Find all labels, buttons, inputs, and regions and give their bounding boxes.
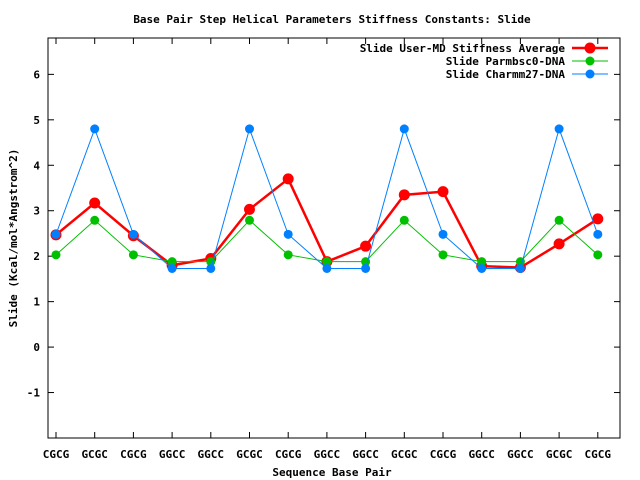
data-point: [592, 213, 604, 225]
data-point: [438, 250, 448, 260]
y-tick-label: 4: [33, 159, 40, 172]
data-point: [437, 186, 449, 198]
x-tick-label: GCGC: [391, 448, 418, 461]
data-point: [399, 124, 409, 134]
data-point: [361, 263, 371, 273]
legend-label: Slide Parmbsc0-DNA: [446, 55, 566, 68]
x-tick-label: GGCC: [507, 448, 534, 461]
data-point: [128, 250, 138, 260]
series-line: [55, 127, 599, 269]
data-point: [90, 124, 100, 134]
x-tick-label: GGCC: [159, 448, 186, 461]
y-tick-label: 6: [33, 68, 40, 81]
data-point: [554, 124, 564, 134]
data-point: [167, 257, 177, 267]
legend-marker: [585, 69, 595, 79]
y-axis-ticks: -1 0 1 2 3 4 5 6: [27, 68, 620, 400]
series-3: [51, 124, 603, 273]
data-point: [554, 215, 564, 225]
data-point: [593, 229, 603, 239]
series-2: [51, 215, 603, 267]
data-point: [206, 263, 216, 273]
legend-marker: [585, 56, 595, 66]
x-tick-label: CGCG: [275, 448, 302, 461]
x-tick-label: GCGC: [546, 448, 573, 461]
data-point: [515, 263, 525, 273]
data-point: [399, 215, 409, 225]
data-point: [477, 263, 487, 273]
data-point: [89, 197, 101, 209]
x-tick-label: GGCC: [352, 448, 379, 461]
chart-title: Base Pair Step Helical Parameters Stiffn…: [133, 13, 531, 26]
x-axis-label: Sequence Base Pair: [272, 466, 392, 479]
x-tick-label: CGCG: [120, 448, 147, 461]
data-point: [593, 250, 603, 260]
data-point: [244, 203, 255, 215]
data-point: [553, 238, 565, 250]
x-tick-label: CGCG: [43, 448, 70, 461]
y-axis-label: Slide (Kcal/mol*Angstrom^2): [7, 149, 20, 328]
data-point: [167, 263, 177, 273]
data-point: [360, 240, 372, 252]
x-tick-label: CGCG: [585, 448, 612, 461]
data-point: [245, 124, 254, 134]
data-point: [438, 229, 448, 239]
y-tick-label: 0: [33, 341, 40, 354]
data-point: [322, 263, 332, 273]
legend-marker: [584, 42, 596, 54]
y-tick-label: 3: [33, 205, 40, 218]
data-point: [322, 257, 332, 267]
data-point: [51, 229, 61, 239]
data-point: [90, 215, 100, 225]
data-point: [245, 215, 254, 225]
legend-label: Slide Charmm27-DNA: [446, 68, 566, 81]
plot-frame: [47, 37, 621, 439]
x-axis-ticks: CGCG GCGC CGCG GGCC GGCC GCGC CGCG GGCC GGCC GCGC…: [43, 38, 612, 461]
data-point: [398, 189, 410, 201]
data-point: [283, 250, 293, 260]
x-tick-label: GGCC: [468, 448, 495, 461]
y-tick-label: -1: [27, 387, 41, 400]
data-point: [477, 257, 487, 267]
data-point: [282, 173, 294, 185]
x-tick-label: GCGC: [81, 448, 108, 461]
x-tick-label: GCGC: [236, 448, 263, 461]
x-tick-label: CGCG: [430, 448, 457, 461]
y-tick-label: 2: [33, 250, 40, 263]
data-point: [128, 229, 138, 239]
y-tick-label: 1: [33, 296, 40, 309]
x-tick-label: GGCC: [198, 448, 225, 461]
data-point: [51, 250, 61, 260]
y-tick-label: 5: [33, 114, 40, 127]
legend-label: Slide User-MD Stiffness Average: [360, 42, 566, 55]
x-tick-label: GGCC: [314, 448, 341, 461]
series-layer: [50, 124, 604, 274]
data-point: [283, 229, 293, 239]
